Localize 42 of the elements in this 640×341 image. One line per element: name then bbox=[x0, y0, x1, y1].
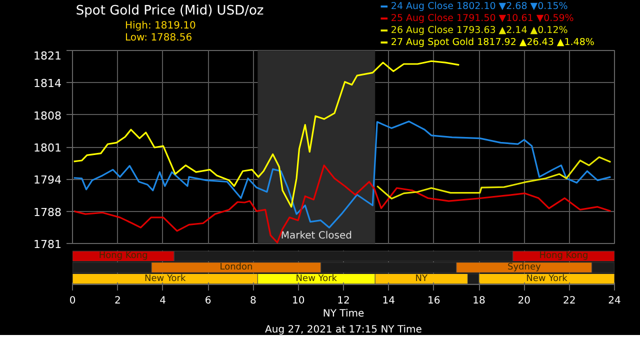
x-tick-label: 14 bbox=[382, 296, 396, 306]
data-label: New York bbox=[296, 274, 338, 284]
y-tick-label: 1781 bbox=[34, 238, 62, 251]
data-label: New York bbox=[526, 274, 568, 284]
text: High: 1819.10 bbox=[125, 20, 196, 32]
x-tick-label: 8 bbox=[250, 296, 256, 306]
line-series bbox=[73, 60, 460, 208]
data-label: Hong Kong bbox=[539, 251, 588, 262]
data-label: New York bbox=[144, 274, 186, 284]
x-tick-label: 0 bbox=[69, 296, 76, 306]
chart-title: Spot Gold Price (Mid) USD/oz bbox=[76, 4, 264, 18]
x-tick-label: 22 bbox=[562, 296, 576, 306]
x-tick-label: 24 bbox=[608, 296, 621, 306]
x-tick-label: 10 bbox=[292, 296, 305, 306]
y-tick-label: 1808 bbox=[34, 109, 62, 122]
x-tick-label: 2 bbox=[114, 296, 121, 306]
x-tick-label: 20 bbox=[518, 296, 531, 306]
data-label: Sydney bbox=[508, 262, 542, 272]
legend-label: 25 Aug Close 1791.50 ▼10.61 ▼0.59% bbox=[390, 13, 574, 24]
x-tick-label: 12 bbox=[337, 296, 350, 306]
x-tick-label: 6 bbox=[204, 296, 212, 306]
x-axis-title: NY Time bbox=[322, 308, 364, 320]
data-label: Hong Kong bbox=[98, 251, 148, 262]
line-series bbox=[73, 120, 612, 228]
legend-label: 26 Aug Close 1793.63 ▲2.14 ▲0.12% bbox=[390, 25, 568, 36]
y-tick-label: 1821 bbox=[34, 50, 62, 62]
line-series bbox=[73, 164, 612, 244]
data-label: NY bbox=[415, 274, 428, 284]
x-tick-label: 16 bbox=[427, 296, 440, 306]
y-tick-label: 1801 bbox=[34, 142, 62, 154]
x-tick-label: 18 bbox=[472, 296, 486, 306]
line-series bbox=[376, 156, 612, 200]
x-tick-label: 4 bbox=[160, 296, 166, 306]
y-tick-label: 1794 bbox=[34, 174, 62, 187]
legend-label: 27 Aug Spot Gold 1817.92 ▲26.43 ▲1.48% bbox=[390, 37, 594, 48]
band-label: Market Closed bbox=[280, 230, 352, 242]
text: Low: 1788.56 bbox=[125, 32, 192, 44]
y-tick-label: 1788 bbox=[34, 206, 62, 219]
data-label: London bbox=[220, 262, 253, 272]
legend-label: 24 Aug Close 1802.10 ▼2.68 ▼0.15% bbox=[390, 1, 568, 12]
text: Aug 27, 2021 at 17:15 NY Time bbox=[265, 324, 422, 336]
y-tick-label: 1814 bbox=[34, 77, 62, 90]
